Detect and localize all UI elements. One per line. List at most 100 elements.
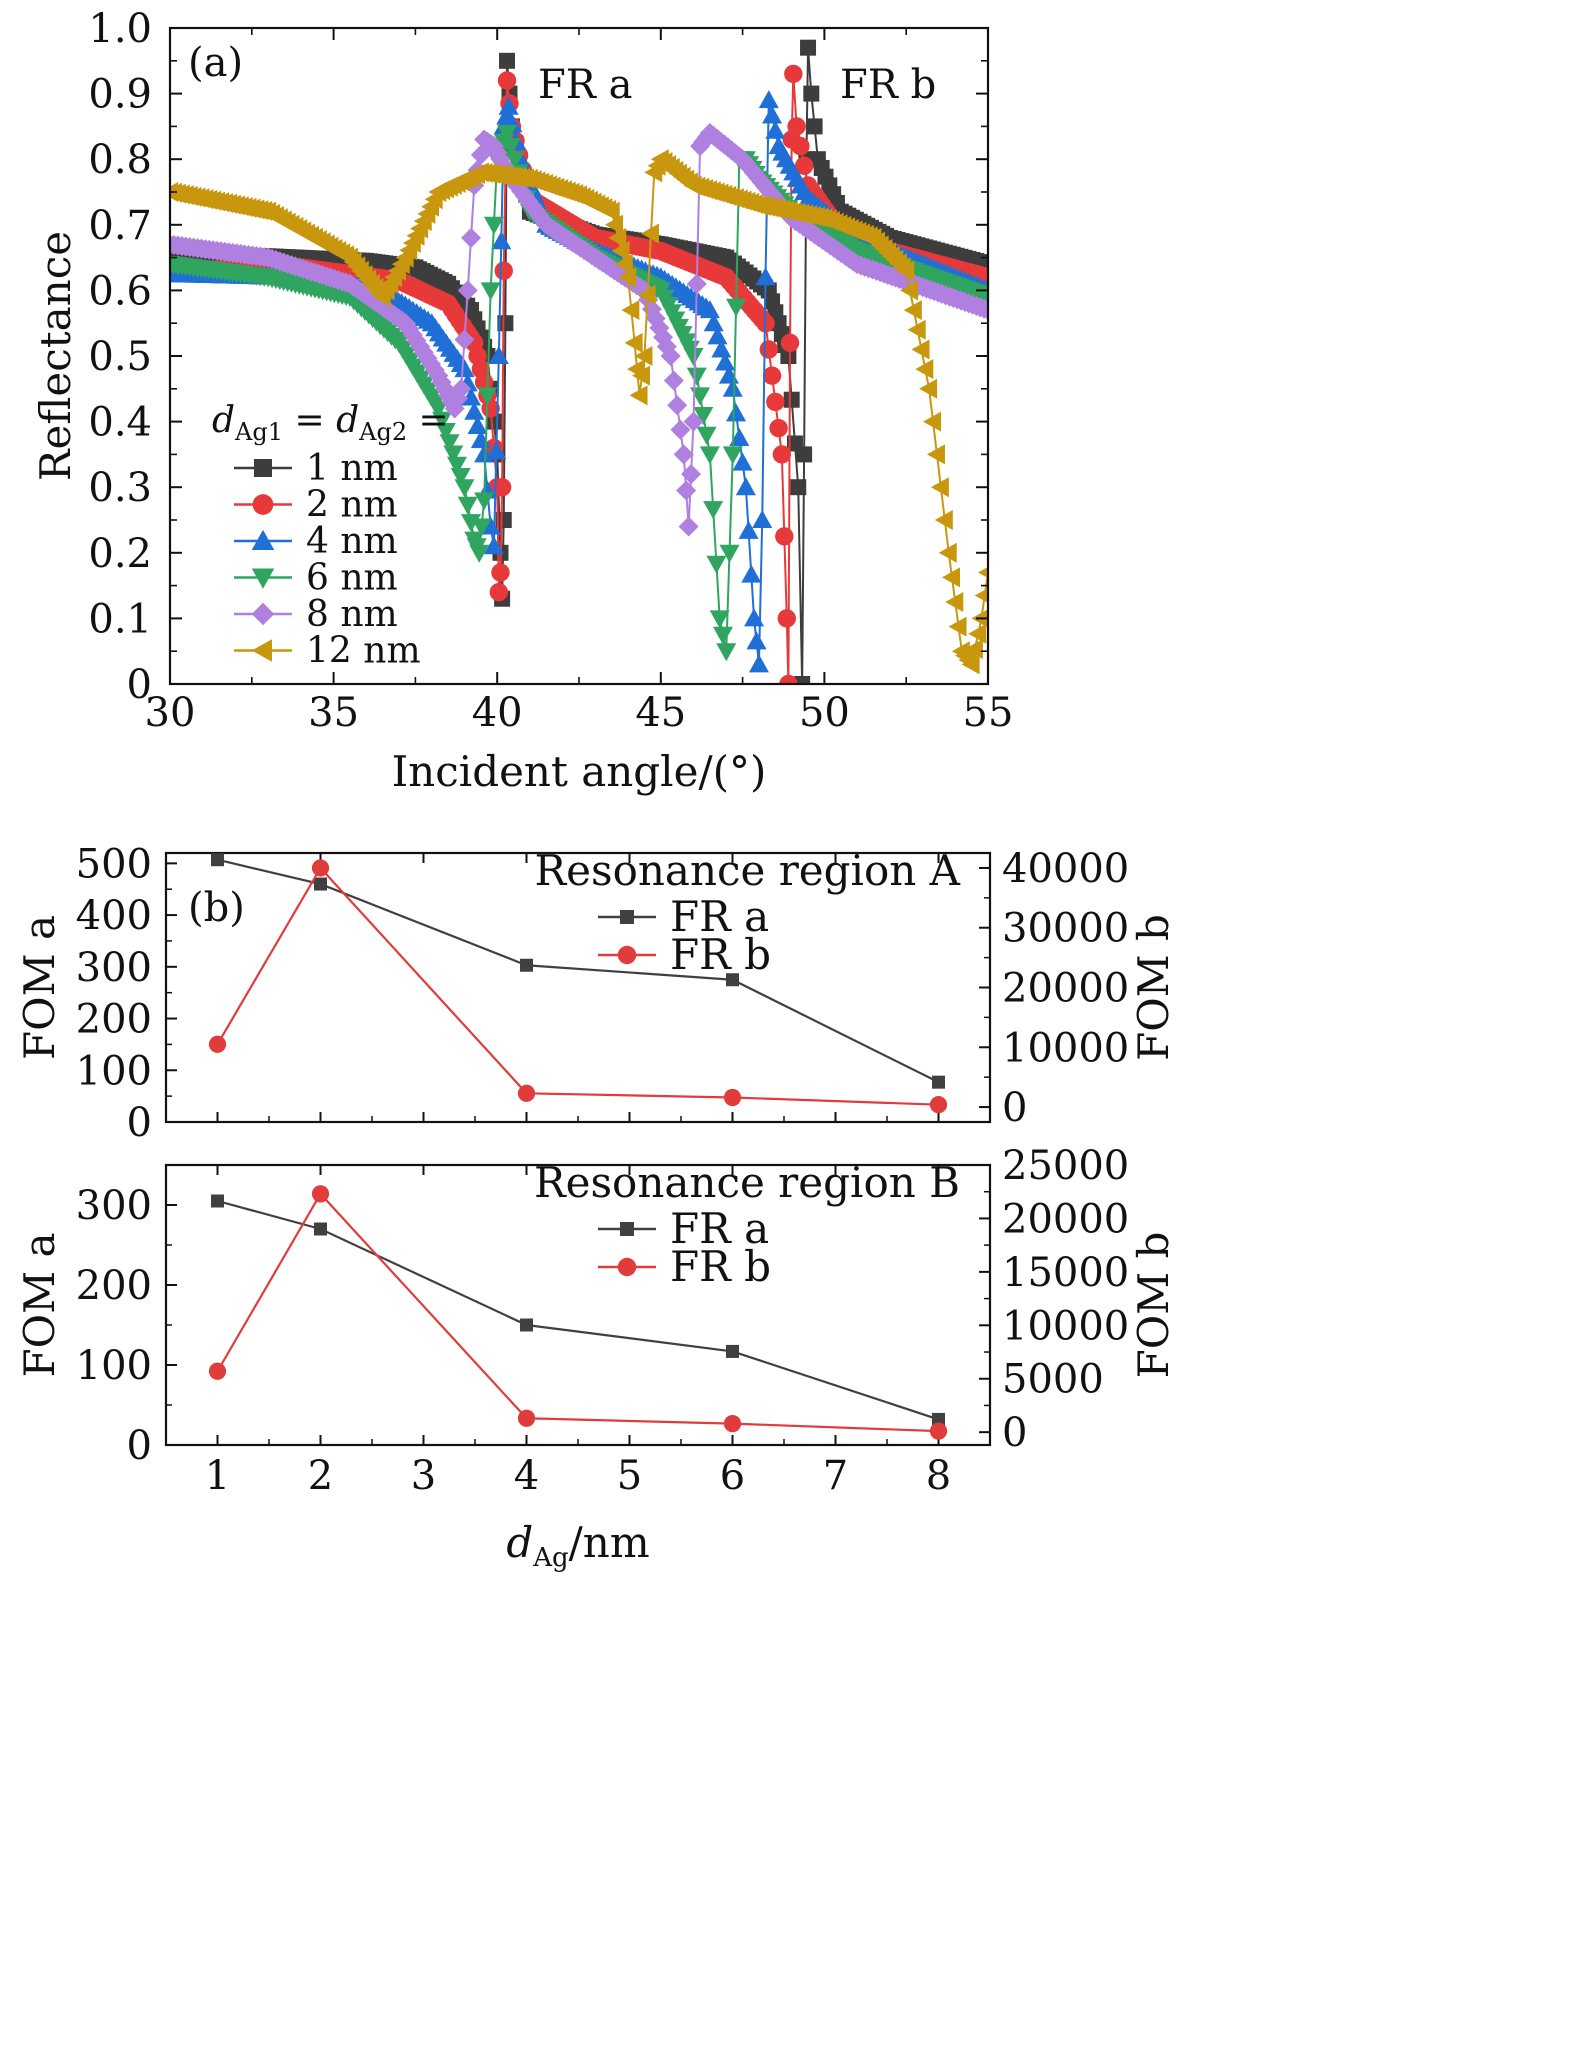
x-tick-label: 3	[411, 1453, 436, 1499]
series-line-0	[170, 47, 988, 684]
marker-triangle-down	[432, 411, 453, 430]
y-tick-label: 0.8	[88, 137, 152, 183]
plot-frame	[164, 1163, 992, 1447]
marker-triangle-up	[707, 326, 728, 345]
marker-triangle-up	[752, 510, 773, 528]
marker-diamond	[451, 378, 472, 399]
marker-triangle-up	[464, 401, 485, 420]
marker-triangle-down	[686, 367, 707, 386]
marker-triangle-down	[439, 434, 460, 453]
marker-triangle-left	[934, 510, 953, 530]
marker-triangle-left	[631, 365, 650, 386]
marker-circle	[779, 674, 798, 684]
marker-triangle-left	[608, 227, 627, 248]
series-line-right	[216, 866, 939, 1106]
marker-triangle-left	[601, 201, 620, 222]
y-tick-label-right: 20000	[1002, 1196, 1129, 1242]
marker-diamond	[681, 464, 702, 485]
marker-circle	[492, 478, 512, 497]
marker-triangle-up	[738, 520, 759, 539]
marker-triangle-up	[491, 231, 512, 250]
x-tick-label: 35	[308, 690, 359, 736]
marker-square	[211, 853, 224, 867]
marker-circle	[517, 1409, 536, 1427]
y-tick-label-left: 300	[76, 945, 152, 991]
marker-square	[499, 52, 516, 69]
marker-triangle-up	[758, 90, 779, 109]
marker-triangle-down	[447, 456, 468, 475]
marker-triangle-left	[974, 588, 988, 603]
marker-square	[790, 479, 807, 496]
marker-triangle-left	[903, 300, 922, 321]
marker-triangle-up	[498, 96, 519, 115]
marker-circle	[772, 445, 792, 464]
y-tick-label-left: 100	[76, 1343, 152, 1389]
marker-triangle-left	[900, 280, 919, 301]
marker-square	[520, 958, 533, 972]
y-tick-label: 0.1	[88, 596, 152, 642]
marker-circle	[208, 1362, 227, 1380]
legend-title: dAg1 = dAg2 =	[212, 400, 449, 446]
legend-label: FR a	[670, 1204, 769, 1253]
marker-triangle-down	[443, 445, 464, 464]
marker-triangle-down	[450, 467, 471, 486]
y-tick-label-right: 15000	[1002, 1250, 1129, 1296]
legend-label: 6 nm	[306, 558, 398, 599]
plot-frame-a	[168, 26, 990, 686]
marker-circle	[759, 340, 778, 359]
marker-triangle-left	[637, 284, 656, 305]
marker-circle	[497, 71, 517, 90]
panel-b-top: 0100200300400500010000200003000040000FOM…	[15, 841, 1178, 1146]
marker-triangle-up	[755, 267, 776, 286]
x-tick-label: 5	[617, 1453, 642, 1499]
marker-circle	[491, 563, 510, 582]
marker-triangle-up	[748, 654, 769, 673]
marker-triangle-left	[251, 639, 272, 662]
y-tick-label-right: 20000	[1002, 966, 1129, 1012]
y-axis-title-right: FOM b	[1129, 1232, 1178, 1379]
marker-triangle-left	[948, 616, 967, 637]
marker-circle	[929, 1096, 948, 1114]
x-tick-label: 55	[963, 690, 1014, 736]
marker-triangle-up	[467, 415, 488, 434]
marker-triangle-down	[428, 400, 449, 419]
marker-triangle-down	[471, 518, 492, 537]
marker-square	[800, 39, 817, 56]
marker-circle	[208, 1035, 227, 1053]
marker-triangle-down	[693, 407, 714, 426]
marker-square	[980, 256, 988, 273]
marker-square	[932, 1075, 945, 1089]
y-tick-label: 0	[127, 662, 152, 708]
marker-triangle-down	[726, 298, 747, 317]
marker-square	[726, 1344, 739, 1358]
marker-circle	[787, 117, 806, 136]
marker-triangle-up	[746, 631, 767, 650]
y-axis-title: Reflectance	[31, 231, 80, 481]
legend-label: 8 nm	[306, 594, 398, 635]
marker-diamond	[660, 346, 681, 366]
marker-triangle-up	[454, 359, 475, 378]
x-tick-label: 50	[799, 690, 850, 736]
marker-triangle-left	[640, 223, 659, 244]
marker-diamond	[670, 419, 691, 440]
y-tick-label: 0.7	[88, 203, 152, 249]
marker-triangle-down	[480, 282, 501, 301]
marker-triangle-down	[435, 422, 456, 441]
marker-triangle-down	[699, 446, 720, 465]
marker-triangle-left	[923, 411, 942, 432]
marker-triangle-down	[477, 387, 498, 406]
marker-triangle-left	[961, 654, 980, 675]
legend-label: FR b	[670, 930, 771, 979]
marker-circle	[766, 392, 785, 412]
y-tick-label-right: 10000	[1002, 1303, 1129, 1349]
x-axis-title: Incident angle/(°)	[392, 747, 767, 796]
panel-b-bottom: 1 2 3 4 5 6 7 8 0 100 200 300 0 5000 10000 15000 20000 25…	[15, 1143, 1178, 1573]
marker-circle	[489, 582, 509, 602]
marker-circle	[723, 1088, 742, 1107]
marker-square	[620, 910, 634, 924]
marker-triangle-left	[930, 477, 949, 498]
marker-triangle-left	[938, 542, 957, 563]
y-tick-label: 0.3	[88, 465, 152, 511]
marker-triangle-down	[457, 496, 478, 515]
